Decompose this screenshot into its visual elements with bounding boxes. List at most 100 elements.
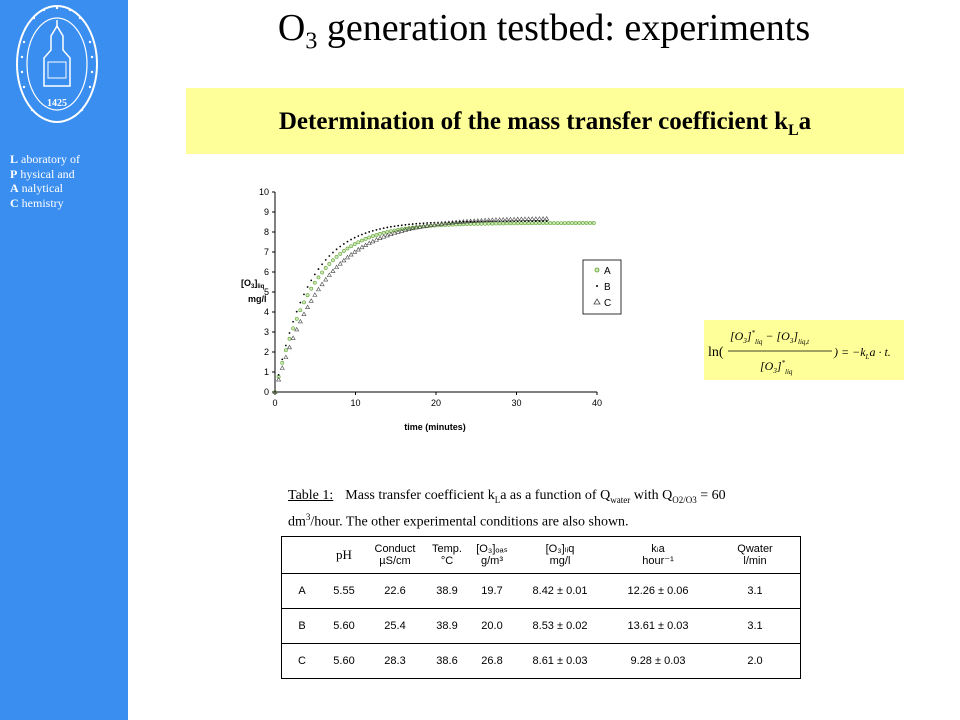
data-point <box>283 354 289 360</box>
table-row: A 5.55 22.6 38.9 19.7 8.42 ± 0.01 12.26 … <box>281 573 801 609</box>
data-point <box>421 223 427 229</box>
data-point <box>373 237 379 242</box>
data-point <box>274 391 276 393</box>
data-point <box>408 223 410 226</box>
data-point <box>357 235 360 237</box>
data-point <box>501 221 506 226</box>
x-tick-label: 30 <box>511 398 521 408</box>
data-point <box>476 220 479 223</box>
data-point <box>375 228 378 231</box>
table-caption-text: Mass transfer coefficient kLa as a funct… <box>345 488 726 505</box>
data-point <box>413 225 419 230</box>
table-cell: 12.26 ± 0.06 <box>606 573 710 609</box>
data-point <box>500 217 506 222</box>
data-point <box>345 246 350 251</box>
data-point <box>588 221 593 225</box>
data-point <box>332 251 334 254</box>
data-point <box>323 276 329 282</box>
y-tick-label: 10 <box>259 187 269 197</box>
table-cell: 8.42 ± 0.01 <box>514 573 606 609</box>
table-cell: 5.55 <box>322 573 366 609</box>
data-point <box>507 216 513 222</box>
formula-numerator: [O3]*liq − [O3]liq,t <box>730 329 810 346</box>
x-tick-label: 20 <box>431 398 441 408</box>
table-caption-line2: dm3/hour. The other experimental conditi… <box>288 511 629 530</box>
data-point <box>280 360 285 365</box>
data-point <box>305 293 310 298</box>
sidebar: 1425 L aboratory of P hysical and A naly… <box>0 0 128 720</box>
data-point <box>552 221 556 226</box>
data-point <box>439 221 445 226</box>
table-cell: 5.60 <box>322 608 366 644</box>
data-point <box>324 259 327 261</box>
data-point <box>548 221 553 226</box>
data-point <box>457 219 463 224</box>
data-point <box>479 221 484 226</box>
y-tick-label: 9 <box>264 207 269 217</box>
table-cell: 22.6 <box>366 573 424 609</box>
data-point <box>515 221 520 226</box>
data-point <box>393 225 396 228</box>
data-point <box>449 219 456 225</box>
table-header: pH <box>322 536 366 574</box>
data-point <box>294 326 300 332</box>
data-point <box>312 280 317 285</box>
data-point <box>466 220 468 223</box>
y-tick-label: 7 <box>264 247 269 257</box>
table-cell: 5.60 <box>322 643 366 679</box>
data-point <box>368 231 371 233</box>
data-point <box>570 221 574 225</box>
data-point <box>473 220 476 223</box>
data-point <box>469 220 472 223</box>
data-point <box>417 224 423 229</box>
formula-ln: ln( <box>708 345 724 360</box>
data-point <box>541 221 545 226</box>
data-point <box>344 254 350 260</box>
lab-line: P hysical and <box>10 166 75 181</box>
data-point <box>305 304 311 309</box>
chart-legend: A B C <box>582 259 622 315</box>
data-point <box>279 365 285 370</box>
table-cell: 38.9 <box>424 608 470 644</box>
table-cell: 2.0 <box>710 643 801 679</box>
table-header: Temp. °C <box>424 536 470 574</box>
data-point <box>490 221 495 226</box>
data-point <box>431 222 437 227</box>
data-point <box>310 279 313 282</box>
table-cell: 28.3 <box>366 643 424 679</box>
data-point <box>342 243 345 245</box>
data-point <box>519 221 524 226</box>
data-point <box>291 326 296 331</box>
data-point <box>542 220 544 222</box>
data-point <box>540 216 546 221</box>
data-point <box>316 275 321 280</box>
university-seal-logo: 1425 <box>16 5 98 123</box>
series-c <box>272 216 550 394</box>
ozone-concentration-chart: 0 1 2 3 4 5 6 7 8 9 10 0 10 20 30 40 [O3]liq mg/l time … <box>241 187 622 432</box>
lab-line: L aboratory of <box>10 152 80 166</box>
lab-line: A nalytical <box>10 181 63 195</box>
data-point <box>446 220 452 225</box>
data-point <box>299 301 302 304</box>
slide-title: O3 generation testbed: experiments <box>277 7 811 55</box>
data-point <box>341 257 347 263</box>
data-point <box>512 221 516 226</box>
data-point <box>284 344 287 347</box>
data-point <box>384 232 390 238</box>
data-point <box>402 227 408 232</box>
data-point <box>555 221 560 226</box>
data-point <box>378 232 382 236</box>
data-point <box>277 373 280 376</box>
data-point <box>450 222 455 227</box>
data-point <box>321 263 323 266</box>
x-tick-label: 10 <box>350 398 360 408</box>
data-point <box>308 298 314 303</box>
data-point <box>386 226 389 229</box>
table-cell: A <box>281 573 322 609</box>
mass-transfer-formula: ln( [O3]*liq − [O3]liq,t [O3]*liq ) = −k… <box>704 320 904 380</box>
data-point <box>334 264 340 270</box>
data-point <box>410 225 416 231</box>
y-tick-label: 2 <box>264 347 269 357</box>
table-cell: C <box>281 643 322 679</box>
y-axis-unit: mg/l <box>248 294 267 304</box>
